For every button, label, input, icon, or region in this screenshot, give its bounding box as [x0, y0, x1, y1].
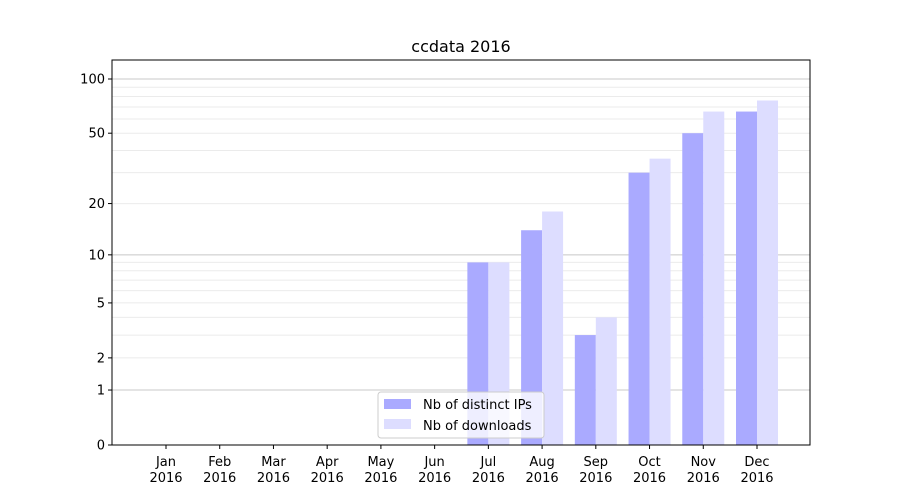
legend-label-ips: Nb of distinct IPs: [423, 398, 532, 413]
legend-swatch-downloads: [384, 419, 411, 429]
x-tick-label: 2016: [418, 471, 451, 486]
x-tick-label: 2016: [526, 471, 559, 486]
x-tick-label: 2016: [257, 471, 290, 486]
bar-distinct-ips: [574, 335, 596, 445]
bar-downloads: [595, 317, 617, 445]
x-tick-label: Feb: [208, 455, 231, 470]
x-tick-label: Jul: [480, 455, 497, 470]
legend-label-downloads: Nb of downloads: [423, 419, 532, 434]
legend: Nb of distinct IPs Nb of downloads: [377, 391, 545, 439]
x-tick-label: May: [367, 455, 394, 470]
x-tick-label: Nov: [691, 455, 717, 470]
bar-distinct-ips: [628, 172, 650, 445]
bar-distinct-ips: [521, 230, 543, 445]
y-tick-label: 2: [97, 351, 105, 366]
plot-frame: [111, 59, 811, 446]
x-tick-label: 2016: [579, 471, 612, 486]
y-tick-label: 0: [97, 439, 105, 454]
x-tick-label: Apr: [316, 455, 339, 470]
x-tick-label: 2016: [472, 471, 505, 486]
y-tick-label: 50: [88, 127, 105, 142]
x-tick-label: Jan: [155, 455, 176, 470]
bar-downloads: [703, 111, 725, 445]
bar-downloads: [542, 211, 564, 445]
x-tick-label: Oct: [638, 455, 660, 470]
x-tick-label: 2016: [149, 471, 182, 486]
x-tick-label: 2016: [311, 471, 344, 486]
y-tick-label: 10: [88, 248, 105, 263]
chart-title: ccdata 2016: [411, 37, 510, 56]
legend-swatch-ips: [384, 399, 411, 409]
x-tick-label: 2016: [364, 471, 397, 486]
x-tick-label: Aug: [529, 455, 554, 470]
y-tick-label: 100: [80, 73, 105, 88]
x-tick-label: 2016: [687, 471, 720, 486]
x-tick-label: Sep: [584, 455, 609, 470]
bar-distinct-ips: [682, 133, 704, 445]
bar-distinct-ips: [736, 111, 757, 445]
x-tick-label: Dec: [744, 455, 769, 470]
y-tick-label: 1: [97, 384, 105, 399]
x-tick-label: 2016: [740, 471, 773, 486]
y-tick-label: 5: [97, 296, 105, 311]
bar-downloads: [757, 100, 778, 445]
x-tick-label: Jun: [423, 455, 444, 470]
bar-downloads: [649, 158, 671, 445]
x-tick-label: 2016: [203, 471, 236, 486]
y-tick-label: 20: [88, 197, 105, 212]
x-tick-label: 2016: [633, 471, 666, 486]
x-tick-label: Mar: [261, 455, 286, 470]
